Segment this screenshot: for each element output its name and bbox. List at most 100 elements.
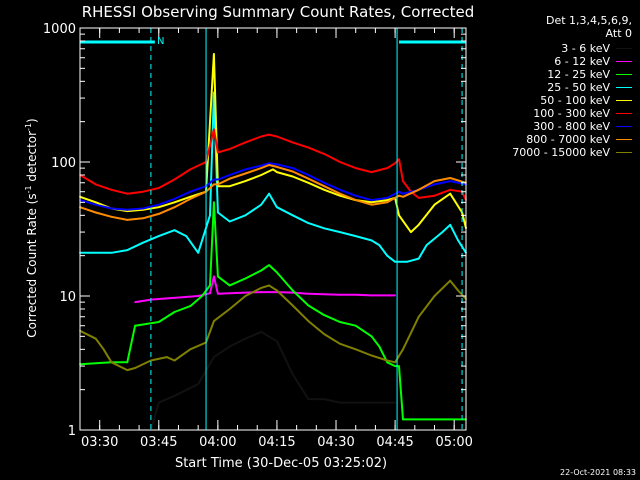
data-point-12to25kev-11 — [228, 284, 231, 287]
data-point-300to800kev-25 — [402, 192, 404, 195]
data-point-12to25kev-14 — [268, 264, 270, 266]
data-point-7000to15000kev-9 — [189, 348, 192, 351]
data-point-25to50kev-7 — [185, 235, 188, 238]
data-point-300to800kev-28 — [449, 180, 452, 183]
data-point-100to300kev-16 — [291, 141, 294, 144]
data-point-800to7000kev-4 — [142, 217, 144, 220]
data-point-3to6kev-10 — [307, 398, 310, 400]
data-point-7000to15000kev-12 — [228, 308, 231, 310]
data-point-7000to15000kev-11 — [213, 320, 215, 322]
data-point-12to25kev-20 — [354, 324, 357, 327]
data-point-100to300kev-17 — [307, 146, 310, 149]
data-point-25to50kev-29 — [441, 231, 444, 234]
data-point-6to12kev-9 — [244, 291, 247, 294]
data-point-12to25kev-12 — [244, 277, 247, 280]
y-axis-label-end: ) — [25, 118, 39, 123]
data-point-7000to15000kev-1 — [94, 337, 97, 340]
data-point-300to800kev-21 — [370, 199, 373, 202]
series-line-12to25kev — [79, 201, 466, 421]
data-point-3to6kev-2 — [173, 394, 176, 397]
data-point-3to6kev-7 — [260, 331, 263, 333]
data-point-7000to15000kev-7 — [165, 356, 168, 358]
data-point-800to7000kev-25 — [402, 195, 404, 198]
data-point-100to300kev-20 — [354, 167, 357, 170]
data-point-800to7000kev-17 — [307, 177, 310, 180]
data-point-6to12kev-3 — [181, 296, 184, 299]
data-point-800to7000kev-15 — [276, 166, 278, 168]
legend-entry-label: 3 - 6 keV — [561, 42, 610, 55]
data-point-300to800kev-14 — [268, 162, 270, 165]
data-point-3to6kev-13 — [354, 401, 357, 404]
data-point-50to100kev-25 — [410, 231, 412, 234]
data-point-6to12kev-18 — [386, 294, 389, 297]
data-point-300to800kev-16 — [291, 167, 294, 170]
data-point-300to800kev-22 — [386, 197, 389, 199]
data-point-100to300kev-14 — [268, 133, 270, 136]
data-point-12to25kev-18 — [323, 314, 326, 316]
y-axis-label-sup2: -1 — [24, 123, 33, 131]
data-point-7000to15000kev-21 — [354, 348, 357, 351]
data-point-800to7000kev-21 — [370, 203, 373, 206]
data-point-300to800kev-11 — [228, 174, 231, 176]
data-point-7000to15000kev-2 — [102, 348, 105, 351]
y-tick-label-0: 1 — [68, 424, 76, 439]
data-point-300to800kev-27 — [433, 183, 436, 186]
data-point-12to25kev-4 — [157, 321, 160, 323]
data-point-800to7000kev-19 — [339, 192, 341, 195]
data-point-800to7000kev-13 — [260, 167, 263, 170]
data-point-25to50kev-13 — [244, 214, 247, 217]
data-point-50to100kev-17 — [307, 181, 310, 184]
data-point-25to50kev-24 — [386, 254, 389, 257]
data-point-7000to15000kev-16 — [276, 289, 278, 292]
data-point-6to12kev-0 — [134, 301, 137, 303]
data-point-7000to15000kev-6 — [150, 359, 152, 362]
data-point-7000to15000kev-24 — [394, 361, 396, 364]
data-point-100to300kev-9 — [213, 128, 215, 131]
data-point-50to100kev-14 — [272, 168, 274, 171]
data-point-100to300kev-27 — [417, 197, 420, 199]
data-point-3to6kev-11 — [323, 398, 326, 400]
data-point-50to100kev-24 — [398, 214, 400, 217]
data-point-50to100kev-15 — [276, 171, 278, 174]
data-point-50to100kev-11 — [228, 185, 231, 188]
data-point-6to12kev-13 — [307, 292, 310, 295]
data-point-7000to15000kev-8 — [173, 359, 176, 362]
data-point-300to800kev-2 — [110, 207, 113, 210]
data-point-25to50kev-6 — [173, 229, 176, 232]
data-point-800to7000kev-20 — [354, 199, 357, 202]
data-point-50to100kev-27 — [433, 203, 436, 206]
data-point-3to6kev-5 — [228, 345, 231, 348]
data-point-100to300kev-5 — [157, 187, 160, 189]
data-point-300to800kev-19 — [339, 188, 341, 191]
legend-entry-swatch — [616, 126, 632, 127]
data-point-12to25kev-13 — [260, 269, 263, 272]
data-point-25to50kev-30 — [449, 223, 452, 226]
legend-entry: 100 - 300 keV — [533, 107, 632, 120]
data-point-25to50kev-20 — [339, 231, 341, 234]
data-point-7000to15000kev-20 — [339, 342, 341, 345]
data-point-800to7000kev-10 — [217, 183, 219, 186]
legend-entry-swatch — [616, 113, 632, 114]
data-point-800to7000kev-2 — [110, 215, 113, 218]
data-point-100to300kev-25 — [402, 180, 404, 183]
data-point-800to7000kev-3 — [126, 219, 129, 221]
data-point-25to50kev-4 — [142, 241, 144, 244]
series-line-50to100kev — [79, 53, 467, 234]
data-point-50to100kev-28 — [449, 192, 452, 195]
data-point-100to300kev-24 — [398, 158, 400, 161]
data-point-800to7000kev-1 — [94, 211, 97, 214]
data-point-300to800kev-3 — [126, 208, 129, 211]
legend-entry-label: 50 - 100 keV — [540, 94, 610, 107]
y-axis-label-sup1: -1 — [24, 185, 33, 193]
data-point-100to300kev-4 — [142, 190, 144, 193]
series-line-100to300kev — [79, 128, 467, 201]
marker-layer — [80, 28, 466, 430]
legend-entry-swatch — [616, 152, 632, 153]
legend-entry: 3 - 6 keV — [561, 42, 632, 55]
legend-entry-label: 6 - 12 keV — [554, 55, 610, 68]
legend-entry: 7000 - 15000 keV — [512, 146, 632, 159]
data-point-7000to15000kev-13 — [244, 295, 247, 297]
data-point-25to50kev-11 — [217, 211, 219, 214]
data-point-7000to15000kev-19 — [323, 333, 326, 335]
data-point-12to25kev-15 — [276, 271, 278, 274]
